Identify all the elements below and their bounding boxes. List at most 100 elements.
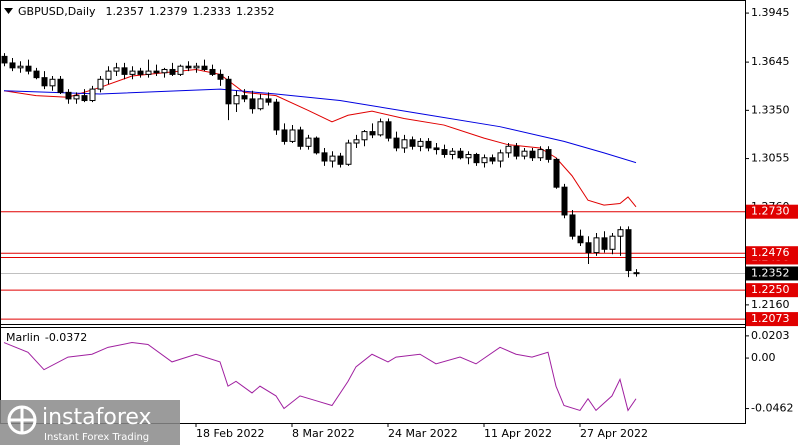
- watermark: instaforex Instant Forex Trading: [0, 400, 180, 445]
- plot-layer: 1.39451.36451.33501.30551.27601.21600.02…: [0, 6, 793, 440]
- candle-body: [377, 121, 384, 136]
- last-price-box: [746, 266, 798, 281]
- level-label-box: [746, 283, 798, 298]
- candle-body: [577, 235, 584, 244]
- candle-body: [1, 55, 8, 64]
- level-label-box: [746, 246, 798, 261]
- moving-average: [3, 88, 637, 164]
- candle-body: [593, 237, 600, 254]
- x-tick-label: 11 Apr 2022: [484, 427, 552, 440]
- candle-body: [65, 91, 72, 100]
- candle-body: [73, 95, 80, 100]
- candle-body: [313, 137, 320, 154]
- high: 1.2379: [149, 5, 188, 18]
- y-tick-label: 1.3350: [751, 103, 790, 116]
- indicator-line: [3, 342, 637, 412]
- candle-body: [89, 88, 96, 102]
- watermark-brand: instaforex: [42, 405, 152, 430]
- candle-body: [561, 186, 568, 216]
- candle-body: [201, 65, 208, 70]
- level-label: 1.2250: [751, 283, 790, 296]
- candle-body: [585, 242, 592, 254]
- candle-body: [441, 149, 448, 155]
- moving-average: [3, 68, 637, 208]
- candle-body: [145, 70, 152, 75]
- candle-body: [185, 65, 192, 69]
- y-tick-label: 1.3645: [751, 55, 790, 68]
- watermark-tagline: Instant Forex Trading: [44, 432, 149, 443]
- candle-body: [137, 70, 144, 75]
- open: 1.2357: [106, 5, 145, 18]
- candle-body: [297, 129, 304, 147]
- candle-body: [569, 214, 576, 237]
- low: 1.2333: [193, 5, 232, 18]
- candle-body: [113, 67, 120, 72]
- x-tick-label: 24 Mar 2022: [388, 427, 458, 440]
- candle-body: [249, 98, 256, 110]
- candle-body: [281, 129, 288, 142]
- level-label-box: [746, 204, 798, 219]
- candle-body: [401, 139, 408, 149]
- candle-body: [417, 140, 424, 147]
- x-tick-label: 18 Feb 2022: [196, 427, 264, 440]
- candle-body: [353, 139, 360, 144]
- symbol: GBPUSD,Daily: [18, 5, 96, 18]
- indicator-tick-label: -0.0462: [751, 402, 793, 415]
- candle-body: [257, 98, 264, 110]
- candle-body: [217, 73, 224, 80]
- close: 1.2352: [236, 5, 275, 18]
- candle-body: [129, 70, 136, 75]
- candle-body: [497, 152, 504, 162]
- candle-body: [545, 149, 552, 160]
- candle-body: [625, 229, 632, 272]
- candle-body: [321, 152, 328, 162]
- candle-body: [425, 140, 432, 149]
- indicator-value: -0.0372: [45, 331, 87, 344]
- level-label-box: [746, 312, 798, 327]
- candle-body: [601, 237, 608, 250]
- level-label: 1.2476: [751, 246, 790, 259]
- candle-body: [633, 272, 640, 275]
- candle-body: [153, 70, 160, 74]
- candle-body: [289, 129, 296, 142]
- last-price-label: 1.2352: [751, 266, 790, 279]
- candle-body: [465, 153, 472, 159]
- candle-body: [489, 157, 496, 162]
- indicator-name: Marlin: [6, 331, 40, 344]
- candle-body: [177, 65, 184, 75]
- candle-body: [105, 70, 112, 80]
- level-label: 1.2073: [751, 312, 790, 325]
- candle-body: [529, 150, 536, 159]
- candle-body: [169, 68, 176, 75]
- watermark-logo: [9, 407, 35, 433]
- candle-body: [481, 157, 488, 164]
- candle-body: [393, 137, 400, 149]
- level-label: 1.2730: [751, 205, 790, 218]
- indicator-title: Marlin -0.0372: [6, 331, 87, 344]
- candle-body: [513, 145, 520, 157]
- candle-body: [97, 78, 104, 90]
- candle-body: [225, 78, 232, 105]
- watermark-box: [0, 400, 180, 445]
- y-tick-label: 1.3055: [751, 152, 790, 165]
- candle-body: [9, 62, 16, 69]
- candle-body: [33, 70, 40, 79]
- candle-body: [49, 78, 56, 87]
- candle-body: [17, 65, 24, 69]
- candle-body: [369, 131, 376, 136]
- indicator-tick-label: 0.0203: [751, 329, 790, 342]
- candle-body: [25, 65, 32, 72]
- candle-body: [273, 101, 280, 131]
- candle-body: [193, 65, 200, 69]
- y-tick-label: 1.2160: [751, 298, 790, 311]
- candle-body: [233, 95, 240, 105]
- candle-body: [457, 150, 464, 159]
- candle-body: [385, 121, 392, 139]
- candle-body: [609, 235, 616, 250]
- candle-body: [161, 68, 168, 74]
- candle-body: [537, 149, 544, 159]
- candle-body: [209, 68, 216, 75]
- x-tick-label: 8 Mar 2022: [292, 427, 355, 440]
